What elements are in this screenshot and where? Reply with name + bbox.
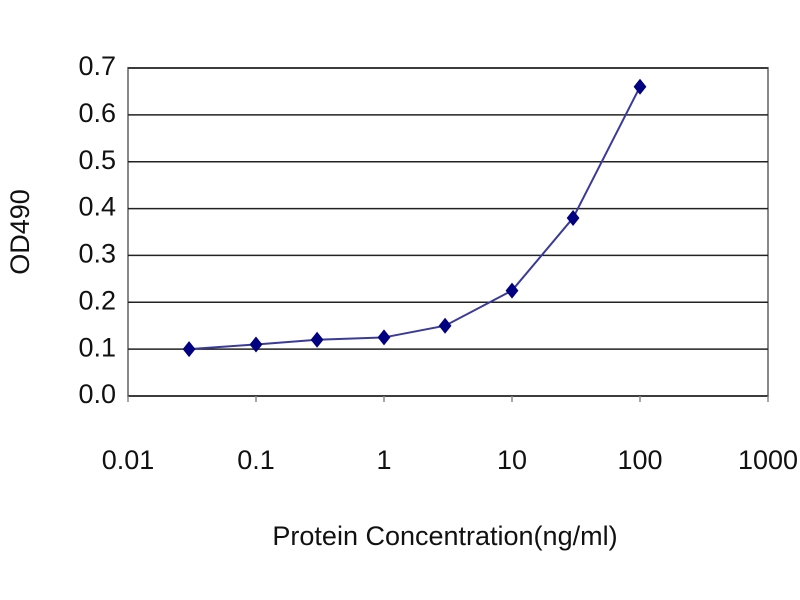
x-tick-label: 1000 bbox=[738, 445, 798, 475]
plot-area bbox=[127, 67, 769, 397]
y-tick-label: 0.0 bbox=[78, 379, 116, 409]
data-point bbox=[438, 317, 452, 334]
data-point bbox=[566, 209, 580, 226]
x-axis-label: Protein Concentration(ng/ml) bbox=[272, 521, 617, 551]
y-tick-label: 0.2 bbox=[78, 285, 116, 315]
y-tick-label: 0.5 bbox=[78, 145, 116, 175]
x-tick-label: 0.1 bbox=[237, 445, 275, 475]
y-tick-label: 0.6 bbox=[78, 98, 116, 128]
y-tick-label: 0.3 bbox=[78, 239, 116, 269]
data-point bbox=[310, 331, 324, 348]
data-point bbox=[249, 336, 263, 353]
x-tick-label: 100 bbox=[617, 445, 662, 475]
x-tick-label: 10 bbox=[497, 445, 527, 475]
data-point bbox=[182, 341, 196, 358]
data-line bbox=[189, 86, 641, 351]
y-tick-label: 0.4 bbox=[78, 192, 116, 222]
x-tick-label: 0.01 bbox=[102, 445, 155, 475]
data-point bbox=[505, 282, 519, 299]
y-tick-label: 0.1 bbox=[78, 332, 116, 362]
y-axis-label: OD490 bbox=[5, 189, 35, 275]
data-point bbox=[633, 78, 647, 95]
data-point bbox=[377, 329, 391, 346]
y-tick-label: 0.7 bbox=[78, 51, 116, 81]
x-tick-label: 1 bbox=[376, 445, 391, 475]
